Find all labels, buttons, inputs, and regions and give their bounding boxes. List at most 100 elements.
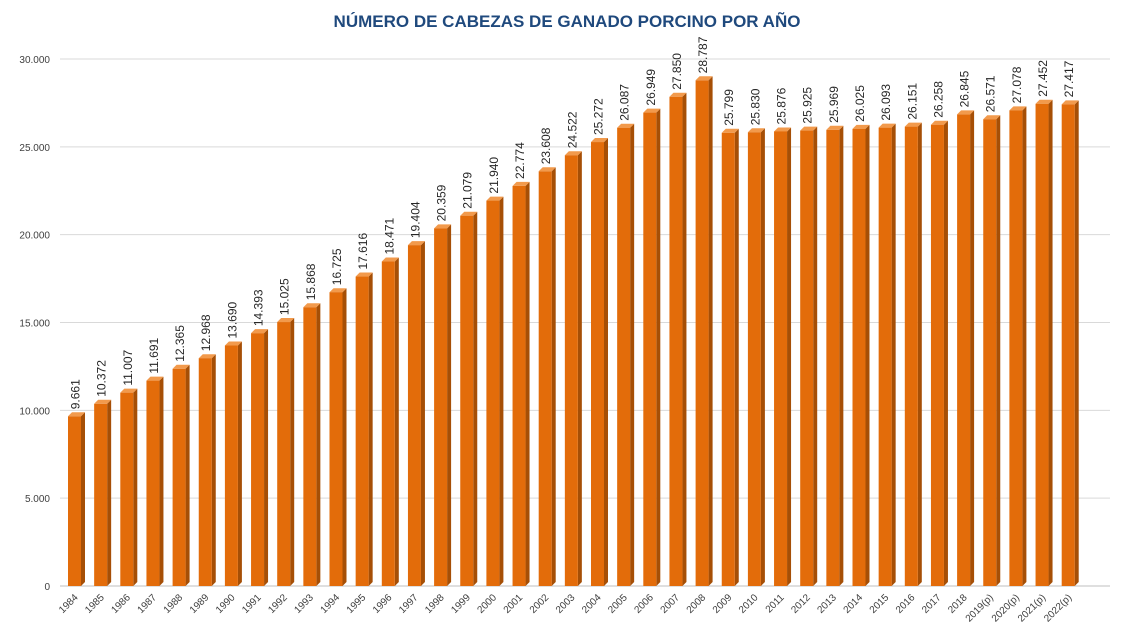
- bar: [146, 380, 160, 586]
- x-tick-label: 1998: [423, 592, 447, 616]
- x-tick-label: 2003: [554, 592, 578, 616]
- data-label: 24.522: [565, 111, 579, 148]
- bar-top: [826, 125, 844, 130]
- bar: [721, 132, 735, 587]
- bar-side: [865, 124, 870, 586]
- x-tick-label: 2007: [659, 592, 683, 616]
- y-tick-label: 15.000: [19, 319, 50, 330]
- data-label: 10.372: [95, 360, 109, 397]
- data-label: 25.272: [592, 98, 606, 135]
- bar: [486, 200, 500, 586]
- data-label: 20.359: [435, 184, 449, 221]
- x-tick-label: 1991: [240, 592, 264, 616]
- bar-side: [760, 128, 765, 587]
- bar: [381, 261, 395, 586]
- bar: [800, 130, 814, 586]
- bar-side: [237, 341, 242, 586]
- bar: [826, 129, 840, 587]
- x-tick-label: 1996: [371, 592, 395, 616]
- bar-side: [290, 318, 295, 586]
- data-label: 26.151: [905, 83, 919, 120]
- bar-side: [159, 376, 164, 586]
- x-tick-label: 2011: [764, 592, 787, 615]
- x-tick-label: 2015: [868, 592, 892, 616]
- bar-side: [499, 196, 504, 586]
- y-tick-label: 30.000: [19, 55, 50, 66]
- bar-top: [120, 388, 138, 393]
- bar: [1061, 104, 1075, 587]
- bar-top: [1061, 100, 1079, 105]
- bar-side: [420, 241, 425, 586]
- bar: [878, 127, 892, 586]
- bar-side: [708, 76, 713, 587]
- data-label: 26.949: [644, 69, 658, 106]
- x-tick-label: 2010: [737, 592, 761, 616]
- data-label: 11.691: [147, 337, 161, 373]
- bar-top: [564, 151, 582, 156]
- bar-top: [407, 241, 425, 246]
- bar-top: [146, 376, 164, 381]
- bar-side: [656, 108, 661, 587]
- bar-side: [211, 354, 216, 586]
- data-label: 25.876: [775, 87, 789, 124]
- bar: [68, 416, 81, 586]
- bar-top: [198, 354, 216, 359]
- bar-top: [878, 123, 896, 128]
- bar-side: [682, 92, 687, 586]
- bar-side: [577, 151, 582, 586]
- bar-side: [447, 224, 452, 586]
- data-label: 25.799: [722, 89, 736, 126]
- data-label: 27.850: [670, 53, 684, 90]
- x-tick-label: 1987: [136, 592, 160, 616]
- x-tick-label: 1984: [57, 592, 81, 616]
- bar-top: [486, 196, 504, 201]
- data-label: 27.452: [1036, 60, 1050, 97]
- bar-top: [983, 115, 1001, 120]
- bar-top: [617, 123, 635, 128]
- x-tick-label: 1994: [319, 592, 343, 616]
- bar: [617, 127, 631, 586]
- bar: [407, 245, 421, 586]
- bar-top: [774, 127, 792, 132]
- bar: [1035, 103, 1049, 587]
- bar-top: [904, 122, 922, 127]
- x-tick-label: 1997: [397, 592, 421, 616]
- x-tick-label: 2016: [894, 592, 918, 616]
- bar-top: [277, 318, 295, 323]
- bar-side: [551, 167, 556, 586]
- bar: [695, 80, 709, 587]
- x-tick-label: 2013: [815, 592, 839, 616]
- x-tick-label: 2001: [502, 592, 526, 616]
- data-label: 26.571: [984, 75, 998, 112]
- x-tick-label: 2014: [842, 592, 866, 616]
- bar-side: [996, 115, 1001, 587]
- bar-top: [930, 120, 948, 125]
- bar: [852, 128, 866, 586]
- x-tick-label: 1992: [266, 592, 290, 616]
- x-tick-label: 2000: [476, 592, 500, 616]
- data-label: 11.007: [121, 350, 135, 386]
- data-label: 23.608: [539, 127, 553, 164]
- bar-side: [839, 125, 844, 587]
- bar: [120, 392, 134, 586]
- data-label: 15.868: [304, 263, 318, 300]
- bar: [198, 358, 212, 586]
- bar-side: [970, 110, 975, 586]
- bar: [329, 292, 343, 586]
- data-label: 26.087: [618, 84, 632, 121]
- bar-top: [957, 110, 975, 115]
- bar-side: [604, 138, 608, 586]
- y-tick-label: 5.000: [25, 494, 50, 505]
- data-label: 21.079: [461, 172, 475, 209]
- x-tick-label: 1995: [345, 592, 369, 616]
- data-label: 12.365: [173, 325, 187, 362]
- bar-top: [538, 167, 556, 172]
- bar: [251, 333, 265, 586]
- data-label: 13.690: [225, 301, 239, 338]
- bar: [904, 126, 918, 586]
- bar-top: [591, 138, 608, 143]
- bar-top: [329, 288, 347, 293]
- data-label: 21.940: [487, 157, 501, 194]
- x-tick-label: 2019(p): [964, 592, 996, 624]
- x-tick-label: 1990: [214, 592, 238, 616]
